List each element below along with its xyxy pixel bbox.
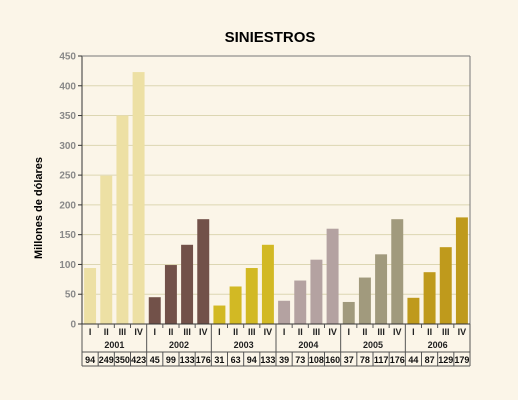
bar: [84, 268, 97, 324]
bar: [261, 244, 274, 324]
bar: [294, 280, 307, 324]
data-label: 44: [408, 355, 418, 365]
bar: [229, 286, 242, 324]
bar: [342, 301, 355, 324]
data-label: 133: [180, 355, 195, 365]
quarter-label: I: [283, 327, 286, 337]
value-table: 94 249 350 423 45 99 133 176 31 63 94 133 39 73 108 160…: [81, 323, 471, 367]
quarter-label: II: [362, 327, 367, 337]
data-label: 78: [360, 355, 370, 365]
y-tick-label: 250: [59, 171, 76, 182]
year-label: 2001: [104, 340, 124, 350]
y-tick-label: 450: [59, 52, 76, 63]
data-label: 176: [196, 355, 211, 365]
quarter-label: III: [183, 327, 191, 337]
bar: [358, 277, 371, 324]
data-label: 117: [374, 355, 389, 365]
bars: [84, 72, 468, 324]
y-tick-label: 400: [59, 81, 76, 92]
quarter-label: IV: [328, 327, 337, 337]
bar: [181, 244, 194, 324]
data-label: 129: [438, 355, 453, 365]
data-label: 160: [325, 355, 340, 365]
quarter-label: III: [248, 327, 256, 337]
quarter-label: I: [218, 327, 221, 337]
quarter-label: II: [104, 327, 109, 337]
quarter-label: IV: [458, 327, 467, 337]
bar: [148, 297, 161, 324]
year-label: 2005: [363, 340, 383, 350]
y-tick-label: 100: [59, 260, 76, 271]
data-label: 87: [425, 355, 435, 365]
quarter-label: I: [412, 327, 415, 337]
year-label: 2006: [428, 340, 448, 350]
bar: [439, 247, 452, 324]
y-tick-label: 350: [59, 111, 76, 122]
bar: [407, 297, 420, 324]
year-label: 2002: [169, 340, 189, 350]
y-axis-label: Millones de dólares: [33, 157, 45, 259]
quarter-label: III: [442, 327, 450, 337]
data-label: 99: [166, 355, 176, 365]
data-label: 39: [279, 355, 289, 365]
y-tick-label: 150: [59, 230, 76, 241]
year-label: 2003: [234, 340, 254, 350]
y-tick-label: 0: [70, 320, 76, 331]
data-label: 108: [309, 355, 324, 365]
data-label: 37: [344, 355, 354, 365]
quarter-label: I: [153, 327, 156, 337]
data-label: 94: [85, 355, 95, 365]
bar: [197, 219, 210, 324]
quarter-label: II: [233, 327, 238, 337]
quarter-label: I: [89, 327, 92, 337]
bar: [391, 219, 404, 324]
quarter-label: IV: [264, 327, 273, 337]
quarter-label: II: [298, 327, 303, 337]
y-tick-label: 300: [59, 141, 76, 152]
quarter-label: IV: [199, 327, 208, 337]
data-label: 73: [295, 355, 305, 365]
bar: [326, 228, 339, 324]
bar: [116, 115, 129, 324]
bar: [164, 265, 177, 324]
bar: [278, 300, 291, 324]
chart-title: SINIESTROS: [225, 29, 316, 46]
quarter-label: IV: [134, 327, 143, 337]
y-tick-label: 50: [65, 290, 77, 301]
data-label: 45: [150, 355, 160, 365]
bar: [375, 254, 388, 324]
quarter-label: III: [377, 327, 385, 337]
quarter-label: III: [313, 327, 321, 337]
data-label: 176: [390, 355, 405, 365]
quarter-label: I: [347, 327, 350, 337]
y-tick-label: 200: [59, 200, 76, 211]
quarter-label: II: [427, 327, 432, 337]
bar: [423, 272, 436, 324]
data-label: 133: [260, 355, 275, 365]
bar: [245, 268, 258, 324]
bar: [213, 305, 226, 324]
data-label: 63: [231, 355, 241, 365]
year-label: 2004: [298, 340, 318, 350]
data-label: 94: [247, 355, 257, 365]
quarter-label: IV: [393, 327, 402, 337]
data-label: 423: [131, 355, 146, 365]
bar: [132, 72, 145, 324]
quarter-label: II: [168, 327, 173, 337]
bar: [100, 175, 113, 324]
data-label: 249: [99, 355, 114, 365]
bar: [455, 217, 468, 324]
quarter-label: III: [119, 327, 127, 337]
data-label: 31: [214, 355, 224, 365]
data-label: 179: [454, 355, 469, 365]
bar: [310, 259, 323, 324]
data-label: 350: [115, 355, 130, 365]
